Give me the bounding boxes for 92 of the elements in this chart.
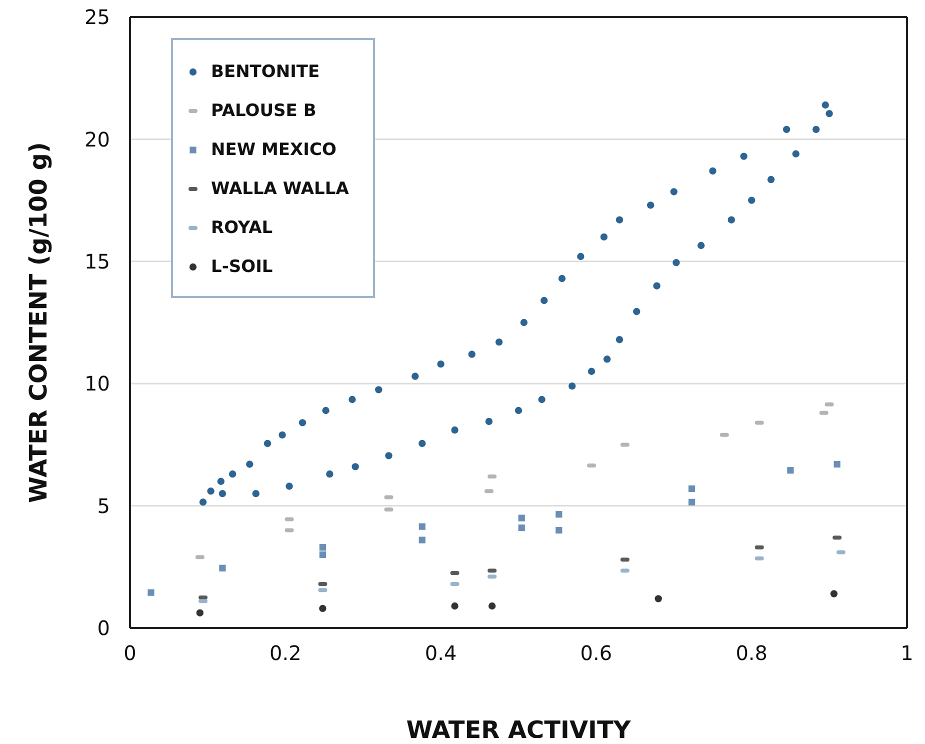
point: [352, 463, 359, 470]
y-tick-label: 20: [84, 127, 110, 152]
point: [812, 126, 820, 134]
point: [418, 440, 426, 448]
point: [654, 595, 662, 602]
point: [603, 356, 611, 363]
point: [375, 386, 382, 394]
point: [207, 488, 214, 495]
point: [319, 604, 326, 612]
point: [688, 498, 696, 506]
point: [286, 482, 293, 490]
point: [558, 274, 566, 282]
point: [437, 360, 444, 368]
point: [219, 564, 226, 572]
point: [319, 551, 326, 558]
point: [556, 511, 562, 518]
point: [672, 259, 680, 266]
y-axis-title: WATER CONTENT (g/100 g): [24, 142, 53, 503]
point: [326, 470, 334, 478]
point: [485, 418, 493, 426]
point: [199, 498, 207, 506]
point: [688, 485, 696, 492]
point: [709, 167, 716, 175]
point: [520, 318, 528, 326]
point: [322, 406, 330, 414]
point: [228, 470, 236, 478]
point: [418, 523, 426, 530]
x-tick-label: 1: [900, 641, 914, 666]
point: [697, 242, 705, 250]
point: [740, 152, 748, 160]
point: [670, 188, 678, 196]
point: [646, 202, 654, 209]
point: [518, 514, 525, 522]
point: [556, 526, 562, 534]
legend-label: ROYAL: [211, 218, 273, 238]
point: [468, 350, 476, 358]
point: [488, 602, 496, 610]
point: [822, 101, 830, 109]
point: [748, 196, 756, 204]
point: [538, 396, 546, 404]
y-tick-label: 25: [84, 5, 110, 30]
legend-label: BENTONITE: [211, 62, 320, 82]
point: [633, 308, 640, 316]
point: [319, 544, 326, 551]
point: [252, 490, 260, 498]
point: [834, 460, 840, 468]
legend-label: NEW MEXICO: [211, 140, 336, 160]
y-tick-label: 0: [97, 616, 110, 640]
x-tick-label: 0.2: [269, 641, 302, 666]
point: [653, 282, 660, 290]
point: [246, 460, 254, 468]
point: [148, 589, 154, 596]
point: [348, 396, 356, 404]
point: [728, 216, 735, 224]
point: [787, 467, 794, 474]
y-tick-label: 5: [97, 494, 110, 518]
point: [217, 478, 225, 485]
point: [196, 609, 204, 616]
point: [514, 406, 522, 414]
x-tick-label: 0: [124, 641, 136, 666]
point: [588, 368, 596, 375]
point: [568, 382, 576, 390]
legend-label: PALOUSE B: [211, 100, 316, 120]
x-axis-title: WATER ACTIVITY: [406, 716, 632, 744]
legend-label: L-SOIL: [211, 256, 273, 276]
point: [451, 602, 458, 610]
y-tick-label: 15: [84, 250, 110, 274]
point: [540, 296, 548, 304]
x-tick-label: 0.4: [424, 641, 457, 666]
point: [278, 431, 286, 439]
point: [218, 490, 226, 498]
point: [264, 440, 272, 448]
point: [616, 216, 624, 224]
point: [518, 524, 525, 532]
point: [767, 176, 775, 184]
x-tick-label: 0.8: [736, 641, 768, 666]
point: [616, 336, 624, 344]
point: [782, 126, 790, 134]
point: [600, 233, 608, 241]
point: [826, 110, 833, 118]
point: [451, 426, 458, 434]
point: [385, 452, 392, 460]
point: [495, 338, 503, 346]
point: [298, 419, 306, 426]
y-tick-label: 10: [84, 372, 110, 396]
x-tick-label: 0.6: [580, 641, 612, 666]
point: [577, 252, 584, 260]
point: [418, 536, 426, 544]
point: [792, 150, 800, 158]
point: [830, 590, 838, 598]
point: [412, 372, 419, 380]
legend-label: WALLA WALLA: [211, 178, 349, 198]
